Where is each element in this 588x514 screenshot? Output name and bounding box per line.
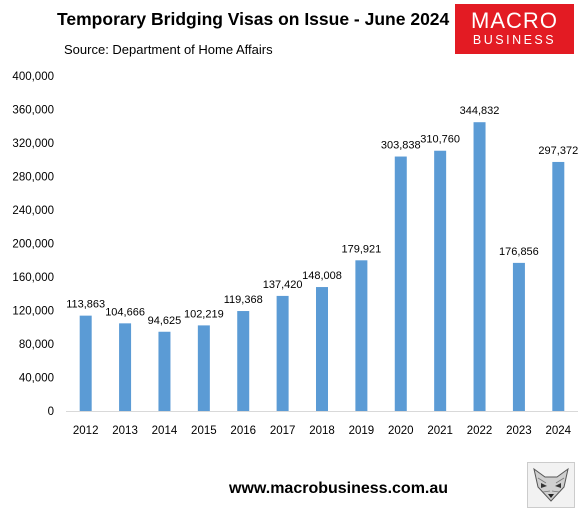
data-label: 113,863	[66, 299, 105, 311]
y-tick-label: 400,000	[12, 71, 54, 83]
y-tick-label: 80,000	[19, 339, 54, 351]
bar	[158, 331, 171, 411]
data-label: 344,832	[460, 105, 500, 117]
y-axis: 0 40,000 80,000 120,000 160,000 200,000 240,00…	[12, 71, 54, 418]
data-label: 119,368	[224, 294, 263, 306]
website-url[interactable]: www.macrobusiness.com.au	[229, 480, 449, 497]
x-tick-label: 2021	[427, 425, 453, 437]
chart-title: Temporary Bridging Visas on Issue - June…	[57, 9, 450, 29]
data-label: 102,219	[184, 308, 224, 320]
bar	[394, 156, 407, 411]
bar	[434, 150, 447, 411]
bar-series: 113,863104,66694,625102,219119,368137,42…	[66, 105, 578, 412]
x-tick-label: 2022	[467, 425, 493, 437]
x-tick-label: 2019	[349, 425, 375, 437]
x-tick-label: 2013	[112, 425, 138, 437]
logo-line-business: BUSINESS	[472, 33, 557, 47]
data-label: 179,921	[342, 243, 382, 255]
x-tick-label: 2017	[270, 425, 296, 437]
x-tick-label: 2012	[73, 425, 99, 437]
bar	[237, 311, 250, 411]
bar	[276, 295, 289, 411]
data-label: 94,625	[148, 315, 182, 327]
x-tick-label: 2023	[506, 425, 532, 437]
x-tick-label: 2018	[309, 425, 335, 437]
bar	[197, 325, 210, 411]
x-tick-label: 2020	[388, 425, 414, 437]
data-label: 148,008	[302, 270, 342, 282]
data-label: 104,666	[105, 306, 145, 318]
bar	[79, 315, 92, 411]
x-tick-label: 2024	[546, 425, 572, 437]
bar	[473, 122, 486, 412]
macrobusiness-logo[interactable]: MACRO BUSINESS	[455, 4, 574, 54]
y-tick-label: 320,000	[12, 138, 54, 150]
bar	[552, 161, 565, 411]
bar	[512, 262, 525, 411]
y-tick-label: 200,000	[12, 239, 54, 251]
y-tick-label: 360,000	[12, 105, 54, 117]
bar	[316, 287, 328, 411]
bar	[355, 260, 368, 411]
bar	[119, 323, 132, 411]
x-tick-label: 2015	[191, 425, 217, 437]
fox-mascot-icon	[527, 462, 575, 508]
y-tick-label: 280,000	[12, 172, 54, 184]
data-label: 137,420	[263, 279, 303, 291]
y-tick-label: 40,000	[19, 373, 54, 385]
x-tick-label: 2016	[230, 425, 256, 437]
y-tick-label: 160,000	[12, 272, 54, 284]
chart-source: Source: Department of Home Affairs	[64, 42, 273, 57]
data-label: 176,856	[499, 246, 539, 258]
y-tick-label: 120,000	[12, 306, 54, 318]
data-label: 303,838	[381, 140, 421, 152]
y-tick-label: 240,000	[12, 205, 54, 217]
y-tick-label: 0	[48, 406, 54, 418]
logo-line-macro: MACRO	[471, 8, 558, 33]
x-tick-label: 2014	[152, 425, 178, 437]
data-label: 297,372	[538, 145, 578, 157]
x-axis: 2012 2013 2014 2015 2016 2017 2018 2019 2020 2021…	[66, 411, 578, 437]
data-label: 310,760	[420, 134, 460, 146]
